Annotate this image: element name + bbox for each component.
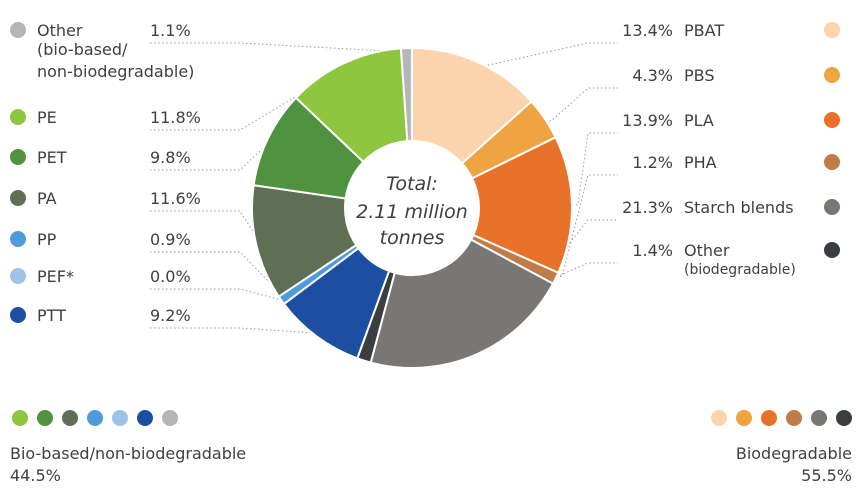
group-bio-based-swatch [162,410,178,426]
legend-swatch-pe [10,109,26,125]
group-bio-based-swatch [12,410,28,426]
legend-swatch-pet [10,149,26,165]
legend-swatch-ptt [10,307,26,323]
group-bio-based-swatch [137,410,153,426]
group-bio-based-swatch [112,410,128,426]
legend-value-pef: 0.0% [150,267,191,286]
group-biodegradable: Biodegradable 55.5% [711,410,852,485]
center-total-unit: tonnes [380,227,445,249]
group-bio-based-swatch [87,410,103,426]
group-biodegradable-swatch [786,410,802,426]
leader-line-pla [567,132,618,206]
leader-line-pbat [475,42,618,67]
leader-line-other-bio [150,42,407,53]
legend-value-other-bio: 1.1% [150,21,191,40]
leader-line-pef [150,288,288,303]
legend-value-pa: 11.6% [150,189,201,208]
slice-other-bio [399,46,413,143]
legend-swatch-pp [10,231,26,247]
legend-label-pha: PHA [684,153,717,172]
legend-swatch-pha [824,154,840,170]
legend-swatch-starch-blends [824,199,840,215]
group-biodegradable-swatches [711,410,852,426]
group-biodegradable-name: Biodegradable [736,444,852,463]
legend-label-pef: PEF* [37,267,74,286]
legend-sublabel-other-bio-line1: (bio-based/ [37,40,128,59]
legend-right: 13.4% PBAT 4.3% PBS 13.9% PLA 1.2% PHA 21.3% Star… [622,21,840,278]
center-total-label: Total: [386,173,438,195]
group-bio-based-name: Bio-based/non-biodegradable [10,444,246,463]
legend-value-pp: 0.9% [150,230,191,249]
legend-swatch-pef [10,268,26,284]
legend-value-other-biodegradable: 1.4% [632,241,673,260]
legend-label-pp: PP [37,230,57,249]
legend-label-starch-blends: Starch blends [684,198,794,217]
legend-label-pbs: PBS [684,66,715,85]
legend-sublabel-other-biodegradable: (biodegradable) [684,262,796,278]
group-bio-based-swatch [62,410,78,426]
leader-line-pbs [541,87,618,122]
legend-label-pbat: PBAT [684,21,724,40]
slice-starch-blends [369,238,555,369]
legend-label-pla: PLA [684,111,714,130]
leader-line-ptt [150,327,320,334]
legend-value-pbs: 4.3% [632,66,673,85]
legend-value-pbat: 13.4% [622,21,673,40]
legend-sublabel-other-bio-line2: non-biodegradable) [37,62,194,81]
legend-value-pe: 11.8% [150,108,201,127]
legend-label-pe: PE [37,108,57,127]
legend-swatch-pa [10,190,26,206]
center-total-value: 2.11 million [356,201,468,223]
group-biodegradable-value: 55.5% [801,466,852,485]
donut-slices [251,46,573,369]
legend-label-pa: PA [37,189,57,208]
group-biodegradable-swatch [811,410,827,426]
group-bio-based-value: 44.5% [10,466,61,485]
legend-label-ptt: PTT [37,306,66,325]
group-bio-based-swatch [37,410,53,426]
legend-value-pla: 13.9% [622,111,673,130]
group-biodegradable-swatch [761,410,777,426]
legend-value-starch-blends: 21.3% [622,198,673,217]
group-bio-based: Bio-based/non-biodegradable 44.5% [10,410,246,485]
legend-value-ptt: 9.2% [150,306,191,325]
legend-swatch-pbat [824,22,840,38]
legend-value-pha: 1.2% [632,153,673,172]
legend-label-pet: PET [37,148,67,167]
legend-value-pet: 9.8% [150,148,191,167]
legend-label-other-bio: Other [37,21,83,40]
group-biodegradable-swatch [711,410,727,426]
group-bio-based-swatches [12,410,178,426]
legend-left: Other(bio-based/non-biodegradable) 1.1% PE… [10,21,201,325]
legend-swatch-pbs [824,67,840,83]
group-biodegradable-swatch [836,410,852,426]
legend-swatch-pla [824,112,840,128]
group-biodegradable-swatch [736,410,752,426]
legend-swatch-other-bio [10,22,26,38]
legend-label-other-biodegradable: Other [684,241,730,260]
legend-swatch-other-biodegradable [824,242,840,258]
slice-pla [470,135,573,275]
